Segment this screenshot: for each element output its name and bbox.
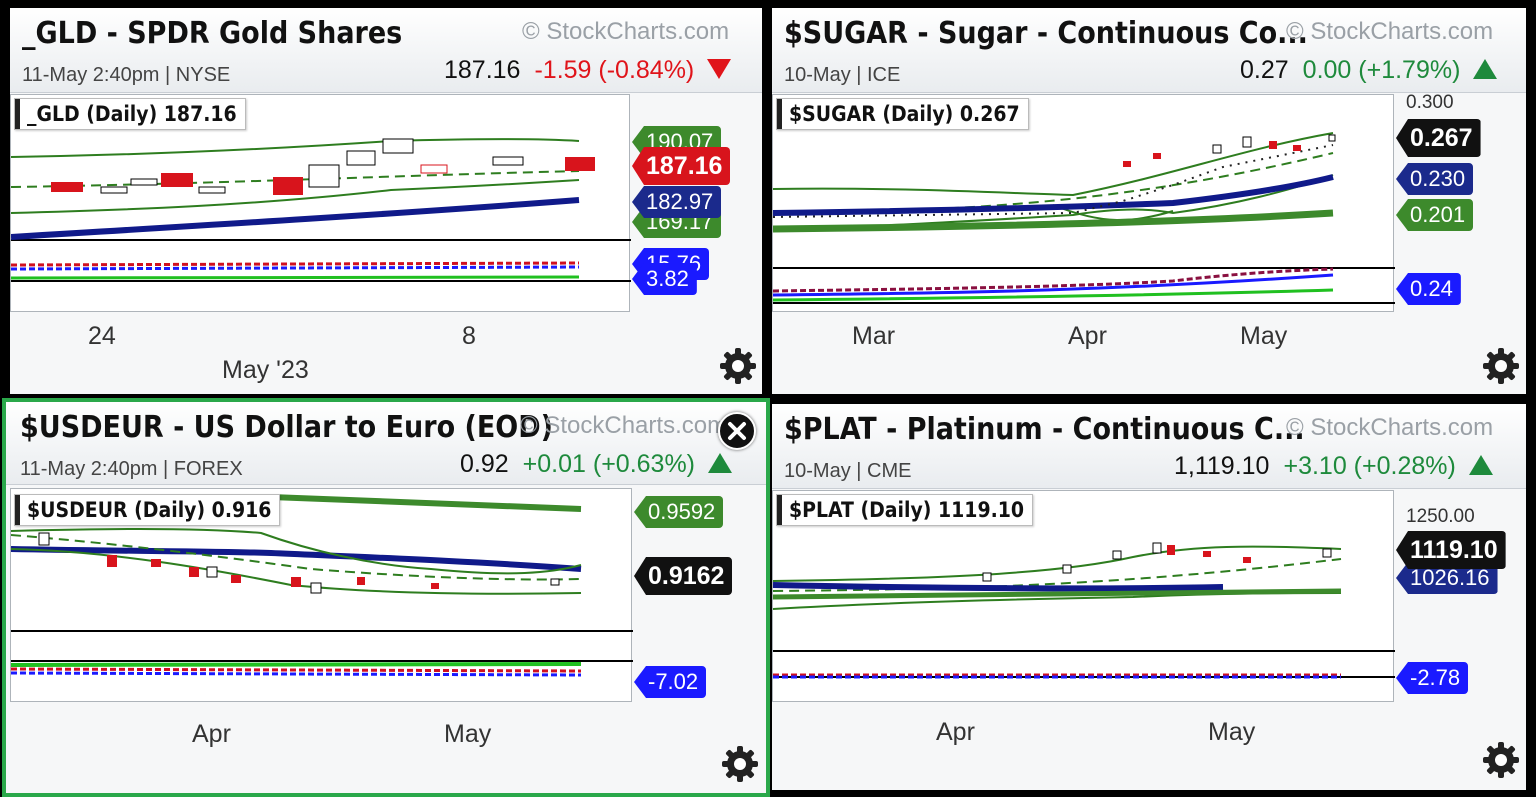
last-price: 0.92 [460,450,509,478]
y-axis-label: 1250.00 [1406,506,1475,527]
chart-tile-gld[interactable]: _GLD - SPDR Gold Shares © StockCharts.co… [10,8,762,394]
watermark: © StockCharts.com [1286,18,1494,45]
last-price: 187.16 [444,56,521,84]
x-axis-label: 8 [462,322,476,350]
chart-tile-sugar[interactable]: $SUGAR - Sugar - Continuous Co... © Stoc… [772,8,1526,394]
chart-label: $USDEUR (Daily) 0.916 [14,494,281,526]
price-plot[interactable] [772,94,1395,312]
triangle-down-icon [706,58,732,80]
moving-average-2-tag: 0.201 [1396,199,1474,231]
last-price: 0.27 [1240,56,1289,84]
quote-line: 1,119.10 +3.10 (+0.28%) [1174,452,1494,481]
chart-subtitle: 11-May 2:40pm | FOREX [20,458,243,480]
x-axis-label: May [1240,322,1288,350]
x-axis-label: Apr [1068,322,1107,350]
watermark: © StockCharts.com [1286,414,1494,441]
price-plot[interactable] [10,94,631,312]
last-price-tag: 0.9162 [634,557,733,595]
price-change: +3.10 (+0.28%) [1283,452,1456,480]
chart-title: $USDEUR - US Dollar to Euro (EOD) [20,410,553,445]
indicator-tag: -7.02 [634,666,707,698]
chart-header [772,404,1526,489]
x-axis-label: Apr [936,718,975,746]
price-chart [11,138,631,282]
last-price-tag: 1119.10 [1396,531,1506,569]
triangle-up-icon [1472,58,1498,80]
indicator-tag: -2.78 [1396,662,1469,694]
x-axis-sublabel: May '23 [222,356,309,384]
quote-line: 0.27 0.00 (+1.79%) [1240,56,1498,85]
x-axis-label: Mar [852,322,896,350]
gear-icon[interactable] [1481,346,1521,386]
price-change: -1.59 (-0.84%) [534,56,695,84]
x-axis-label: May [444,720,492,748]
chart-subtitle: 10-May | ICE [784,64,901,86]
last-price: 1,119.10 [1174,452,1270,480]
chart-header [10,8,762,93]
price-change: +0.01 (+0.63%) [522,450,696,478]
y-axis-label: 0.300 [1406,92,1454,113]
chart-title: $SUGAR - Sugar - Continuous Co... [784,16,1308,51]
chart-label: $SUGAR (Daily) 0.267 [776,98,1029,130]
watermark: © StockCharts.com [520,412,720,439]
indicator-tag: 3.82 [632,263,697,295]
chart-title: $PLAT - Platinum - Continuous C... [784,412,1305,447]
moving-average-tag: 182.97 [632,186,722,218]
close-icon[interactable] [718,412,756,450]
chart-header [772,8,1526,93]
chart-label: _GLD (Daily) 187.16 [14,98,246,130]
moving-average-2-tag: 0.9592 [634,496,724,528]
price-change: 0.00 (+1.79%) [1302,56,1461,84]
chart-label: $PLAT (Daily) 1119.10 [776,494,1034,526]
x-axis-label: 24 [88,322,116,350]
chart-title: _GLD - SPDR Gold Shares [22,16,403,51]
price-chart [11,494,633,677]
x-axis-label: May [1208,718,1256,746]
gear-icon[interactable] [718,346,758,386]
price-chart [773,132,1395,304]
gear-icon[interactable] [720,744,760,784]
chart-tile-plat[interactable]: $PLAT - Platinum - Continuous C... © Sto… [772,404,1526,790]
watermark: © StockCharts.com [522,18,730,45]
chart-tile-usdeur[interactable]: $USDEUR - US Dollar to Euro (EOD) © Stoc… [2,398,770,797]
chart-header [6,402,766,485]
triangle-up-icon [707,452,733,474]
chart-subtitle: 10-May | CME [784,460,912,482]
quote-line: 187.16 -1.59 (-0.84%) [444,56,732,85]
last-price-tag: 187.16 [632,147,731,185]
indicator-tag: 0.24 [1396,273,1461,305]
moving-average-tag: 0.230 [1396,163,1474,195]
x-axis-label: Apr [192,720,231,748]
chart-subtitle: 11-May 2:40pm | NYSE [22,64,231,86]
price-plot[interactable] [772,490,1395,702]
quote-line: 0.92 +0.01 (+0.63%) [460,450,733,479]
price-chart [773,542,1395,679]
last-price-tag: 0.267 [1396,119,1481,157]
gear-icon[interactable] [1481,740,1521,780]
triangle-up-icon [1468,454,1494,476]
